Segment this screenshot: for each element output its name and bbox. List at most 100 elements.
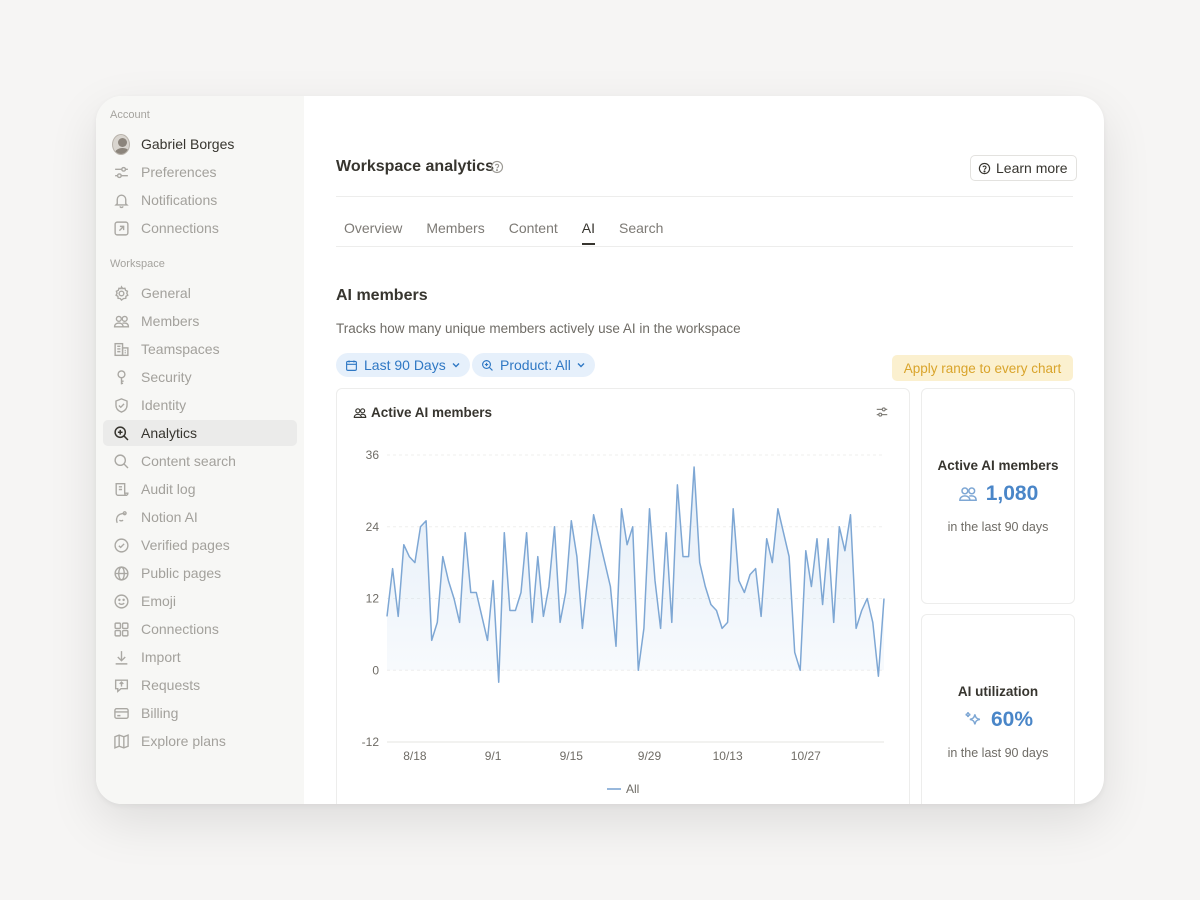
tab-overview[interactable]: Overview <box>344 220 403 236</box>
verified-badge-icon <box>112 536 130 554</box>
sidebar-item-import[interactable]: Import <box>103 644 297 670</box>
x-tick-label: 8/18 <box>403 749 427 763</box>
sidebar-item-billing[interactable]: Billing <box>103 700 297 726</box>
user-name: Gabriel Borges <box>141 136 235 152</box>
sidebar-item-content-search[interactable]: Content search <box>103 448 297 474</box>
sidebar-item-label: Identity <box>141 397 187 413</box>
stat-value-row: 1,080 <box>922 482 1074 506</box>
x-tick-label: 9/15 <box>560 749 584 763</box>
tab-ai[interactable]: AI <box>581 220 596 248</box>
stat-value: 60% <box>990 708 1034 731</box>
learn-more-label: Learn more <box>996 160 1068 176</box>
sidebar-item-public-pages[interactable]: Public pages <box>103 560 297 586</box>
sidebar-item-label: Requests <box>141 677 201 693</box>
grid-icon <box>112 620 130 638</box>
magnify-plus-icon <box>112 424 130 442</box>
sidebar-item-connections-account[interactable]: Connections <box>103 215 297 241</box>
map-icon <box>112 732 130 750</box>
shield-check-icon <box>112 396 130 414</box>
sidebar-item-notifications[interactable]: Notifications <box>103 187 297 213</box>
product-filter[interactable]: Product: All <box>472 353 595 377</box>
stat-card-ai-utilization: AI utilization 60% in the last 90 days <box>921 614 1075 804</box>
arrow-up-right-box-icon <box>112 219 130 237</box>
main-content: Workspace analytics Learn more Overview … <box>304 96 1104 804</box>
scroll-icon <box>112 480 130 498</box>
x-tick-label: 9/29 <box>638 749 662 763</box>
x-tick-label: 9/1 <box>485 749 502 763</box>
sidebar-item-security[interactable]: Security <box>103 364 297 390</box>
card-icon <box>112 704 130 722</box>
sidebar-item-explore-plans[interactable]: Explore plans <box>103 728 297 754</box>
sidebar-item-emoji[interactable]: Emoji <box>103 588 297 614</box>
ai-face-icon <box>112 508 130 526</box>
sidebar-item-label: Connections <box>141 621 219 637</box>
chart-settings-icon[interactable] <box>875 405 889 419</box>
series-line-all <box>386 466 885 683</box>
stat-label: AI utilization <box>957 684 1039 699</box>
workspace-section-label: Workspace <box>110 258 165 270</box>
sidebar-item-label: Members <box>141 313 200 329</box>
tabs-divider <box>336 246 1073 247</box>
key-icon <box>112 368 130 386</box>
sidebar-item-verified-pages[interactable]: Verified pages <box>103 532 297 558</box>
sidebar-item-label: Audit log <box>141 481 196 497</box>
sidebar-item-label: Connections <box>141 220 219 236</box>
analytics-tabs: Overview Members Content AI Search <box>336 220 679 248</box>
page-title: Workspace analytics <box>336 158 495 175</box>
sidebar-item-label: Teamspaces <box>141 341 220 357</box>
section-description: Tracks how many unique members actively … <box>336 321 741 336</box>
sidebar-item-identity[interactable]: Identity <box>103 392 297 418</box>
building-icon <box>112 340 130 358</box>
help-icon[interactable] <box>490 160 504 174</box>
sidebar-item-members[interactable]: Members <box>103 308 297 334</box>
chevron-down-icon <box>577 363 585 368</box>
stat-value-row: 60% <box>922 708 1074 732</box>
sidebar-item-label: Notion AI <box>141 509 198 525</box>
tab-members[interactable]: Members <box>426 220 485 236</box>
y-tick-label: -12 <box>362 735 380 749</box>
calendar-icon <box>346 359 357 371</box>
bell-icon <box>112 191 130 209</box>
line-chart: 36 24 12 0 -12 8/18 9/1 9/15 9/29 10/13 10/27 All <box>362 448 885 796</box>
section-title: AI members <box>336 287 428 304</box>
account-section-label: Account <box>110 109 150 121</box>
stat-subtext: in the last 90 days <box>947 520 1049 534</box>
sidebar-item-label: Security <box>141 369 192 385</box>
request-icon <box>112 676 130 694</box>
sidebar-item-label: Notifications <box>141 192 218 208</box>
settings-window: Account Gabriel Borges Preferences Notif… <box>96 96 1104 804</box>
sidebar-item-teamspaces[interactable]: Teamspaces <box>103 336 297 362</box>
header-divider <box>336 196 1073 197</box>
active-ai-members-chart-card: Active AI members 36 24 12 0 -12 8/18 9/1 9/15 9… <box>336 388 910 804</box>
smiley-icon <box>112 592 130 610</box>
people-icon <box>353 408 367 418</box>
gear-icon <box>112 284 130 302</box>
stat-card-active-ai-members: Active AI members 1,080 in the last 90 d… <box>921 388 1075 604</box>
sidebar-item-label: Explore plans <box>141 733 226 749</box>
sidebar-item-connections-workspace[interactable]: Connections <box>103 616 297 642</box>
avatar <box>112 133 130 155</box>
x-tick-label: 10/27 <box>791 749 821 763</box>
sidebar-item-requests[interactable]: Requests <box>103 672 297 698</box>
search-icon <box>112 452 130 470</box>
sidebar-item-label: Analytics <box>141 425 198 441</box>
sidebar-item-notion-ai[interactable]: Notion AI <box>103 504 297 530</box>
date-range-filter[interactable]: Last 90 Days <box>336 353 470 377</box>
sidebar-item-label: Content search <box>141 453 236 469</box>
sidebar-item-label: General <box>141 285 191 301</box>
sliders-icon <box>112 163 130 181</box>
tab-content[interactable]: Content <box>508 220 558 236</box>
sidebar-item-analytics[interactable]: Analytics <box>103 420 297 446</box>
legend-label: All <box>626 782 639 796</box>
sidebar-item-preferences[interactable]: Preferences <box>103 159 297 185</box>
learn-more-button[interactable]: Learn more <box>970 155 1077 181</box>
sidebar-item-user[interactable]: Gabriel Borges <box>103 131 297 157</box>
question-circle-icon <box>978 162 991 174</box>
apply-range-button[interactable]: Apply range to every chart <box>892 355 1073 381</box>
tab-search[interactable]: Search <box>619 220 664 236</box>
sidebar-item-audit-log[interactable]: Audit log <box>103 476 297 502</box>
stat-label: Active AI members <box>937 458 1059 473</box>
people-icon <box>958 487 977 501</box>
sidebar-item-general[interactable]: General <box>103 280 297 306</box>
sparkle-icon <box>965 712 981 725</box>
